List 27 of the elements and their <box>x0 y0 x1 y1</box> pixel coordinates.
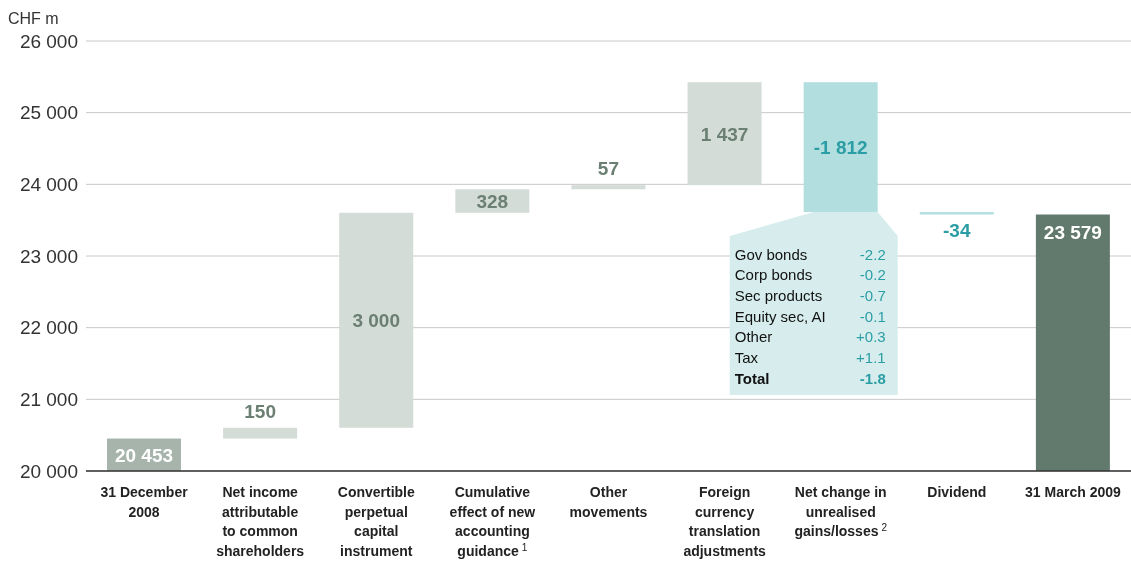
data-label: 1 437 <box>700 123 749 145</box>
y-tick-label: 22 000 <box>19 317 78 339</box>
y-axis-title: CHF m <box>8 10 59 28</box>
callout-box: Gov bonds -2.2 Corp bonds -0.2 Sec products -0.7 Equity sec, AI -0.1 Other +0.3 Tax +1.1 Total -1.8 <box>729 212 898 395</box>
data-label: -34 <box>943 219 971 241</box>
y-tick-label: 25 000 <box>19 102 78 124</box>
x-tick-label: Cumulative effect of new accounting guidance$^{1}$ <box>449 484 536 559</box>
x-tick-label: Convertible perpetual capital instrument <box>337 484 415 559</box>
data-label: 23 579 <box>1043 221 1102 243</box>
y-tick-label: 26 000 <box>19 30 78 52</box>
x-tick-label: Other movements <box>569 484 648 520</box>
x-tick-label: Dividend <box>927 484 987 500</box>
data-label: 328 <box>476 191 509 213</box>
x-tick-label: Net income attributable to common shareholders <box>216 484 305 559</box>
y-tick-label: 21 000 <box>19 389 78 411</box>
y-tick-label: 24 000 <box>19 174 78 196</box>
x-tick-label: Net change in unrealised gains/losses$^{2}$ <box>794 484 888 539</box>
data-label: 150 <box>244 400 276 422</box>
y-tick-label: 20 000 <box>19 460 78 482</box>
data-label: 20 453 <box>114 444 174 466</box>
x-tick-label: 31 December 2008 <box>100 484 189 520</box>
data-label: -1 812 <box>813 137 868 159</box>
data-label: 3 000 <box>352 310 400 332</box>
x-tick-label: 31 March 2009 <box>1025 484 1122 500</box>
x-tick-label: Foreign currency translation adjustments <box>683 484 767 559</box>
data-label: 57 <box>597 158 620 180</box>
y-tick-label: 23 000 <box>19 245 78 267</box>
